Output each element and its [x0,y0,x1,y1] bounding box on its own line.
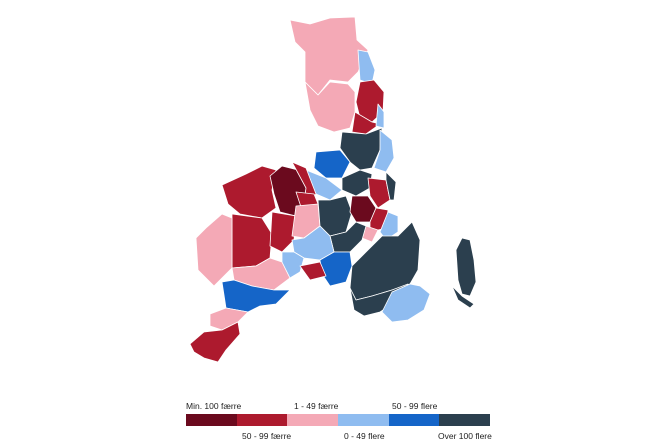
legend: Min. 100 færre 1 - 49 færre 50 - 99 fler… [186,398,492,442]
legend-label-50-99-flere: 50 - 99 flere [392,401,438,411]
legend-swatch-50-99-flere [388,414,440,426]
region [195,213,233,287]
region [221,165,277,219]
legend-label-0-49-flere: 0 - 49 flere [344,431,385,441]
legend-swatch-0-49-flere [338,414,389,426]
region [385,171,397,201]
region [341,169,373,197]
legend-label-50-99-faerre: 50 - 99 færre [242,431,292,441]
region [299,261,327,281]
region [367,177,391,209]
choropleth-map [189,16,477,363]
region [281,251,305,279]
region [289,16,369,96]
region [381,283,431,323]
map-svg [189,16,477,363]
legend-swatch-1-49-faerre [287,414,339,426]
legend-label-over100: Over 100 flere [438,431,492,441]
region [351,111,381,135]
legend-swatch-over100 [439,414,491,426]
region [375,103,385,129]
region [455,237,477,297]
region [269,211,297,253]
region [357,49,376,85]
legend-label-min100: Min. 100 færre [186,401,242,411]
legend-swatch-50-99-faerre [236,414,288,426]
legend-color-bar [186,414,491,426]
legend-swatch-min100 [186,414,237,426]
region [319,251,353,287]
region [304,81,356,133]
region [451,285,475,309]
region [189,321,241,363]
region [339,127,383,171]
legend-label-1-49-faerre: 1 - 49 færre [294,401,339,411]
